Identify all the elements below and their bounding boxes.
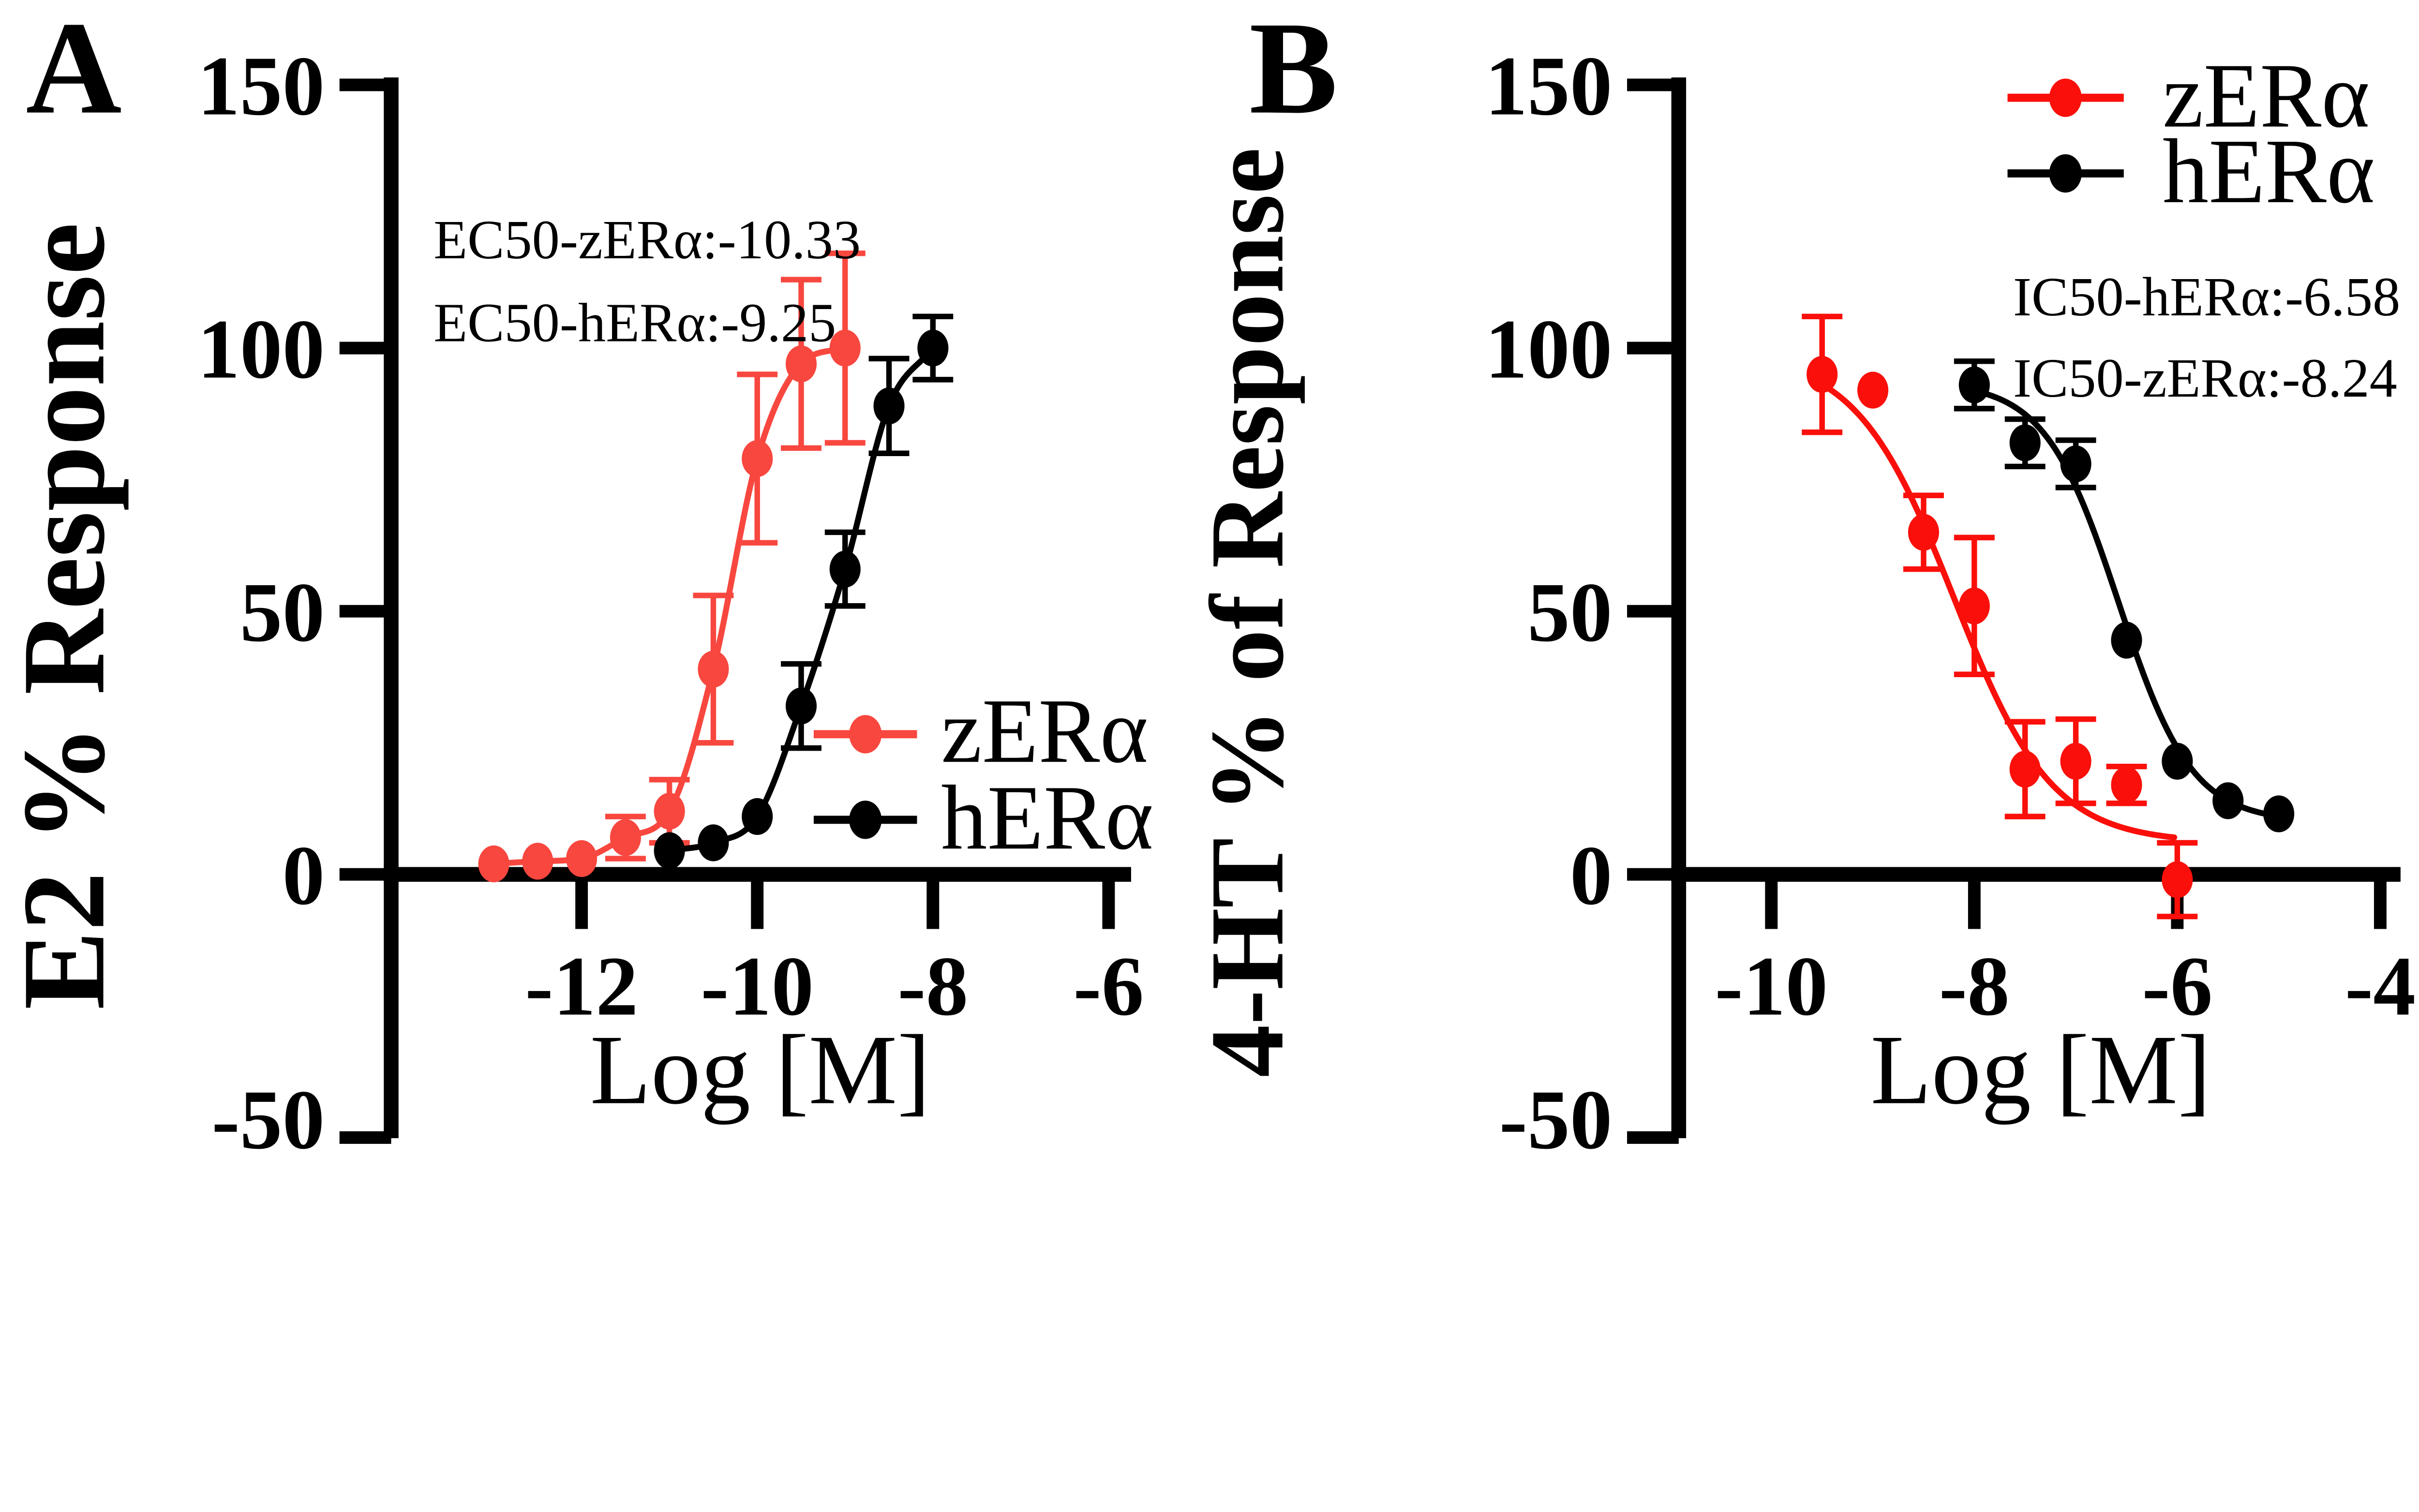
x-tick-label: -4 [2345, 939, 2416, 1033]
data-point [566, 840, 597, 877]
annotation-ec50-her: EC50-hERα:-9.25 [433, 292, 836, 354]
annotation-ic50-her: IC50-hERα:-6.58 [2013, 266, 2400, 327]
data-point [1857, 371, 1889, 409]
y-tick-label: 0 [283, 829, 325, 922]
x-tick-label: -6 [2142, 939, 2212, 1033]
annotation-ec50-zer: EC50-zERα:-10.33 [433, 209, 861, 270]
data-point [2162, 742, 2193, 780]
legend-label-a-zer: zERα [941, 680, 1148, 782]
data-point [2009, 424, 2041, 461]
data-point [917, 329, 949, 367]
data-point [2060, 445, 2091, 483]
data-point [742, 440, 773, 477]
data-point [1958, 366, 1990, 403]
data-point [2212, 782, 2244, 819]
data-point [2009, 751, 2041, 788]
series-hERα [654, 313, 954, 869]
legend-marker [2049, 154, 2082, 193]
y-tick-label: -50 [1499, 1073, 1613, 1154]
y-tick-label: 100 [197, 302, 325, 396]
legend-marker [849, 800, 882, 839]
x-tick-label: -8 [897, 939, 968, 1033]
y-tick-label: 150 [197, 39, 325, 133]
data-point [654, 832, 685, 869]
data-point [1908, 514, 1940, 551]
panel-letter-b: B [1249, 0, 1338, 142]
data-point [2162, 861, 2193, 898]
chart-canvas: 150 100 50 0 -50 -12 -10 -8 -6 150 100 50 0 -50 -10 -8 -… [0, 0, 2416, 1154]
chart-dynamic-layer: 150 100 50 0 -50 -12 -10 -8 -6 150 100 50 0 -50 -10 -8 -… [197, 39, 2416, 1154]
x-axis-title-b: Log [M] [1870, 1014, 2211, 1125]
data-point [1958, 587, 1990, 624]
y-tick-label: 50 [240, 565, 325, 659]
data-point [2111, 622, 2142, 659]
data-point [478, 845, 509, 883]
data-point [1807, 356, 1838, 393]
fit-curve [1811, 377, 2178, 841]
y-tick-label: 50 [1527, 565, 1612, 659]
data-point [873, 387, 905, 425]
legend-label-b-zer: zERα [2163, 45, 2370, 147]
chart-text-layer: A B E2 % Response 4-HT % of Response Log… [0, 0, 2400, 1125]
data-point [2263, 795, 2295, 832]
series-zERα [478, 251, 866, 883]
series-hERα [1954, 358, 2295, 832]
data-point [654, 793, 685, 830]
x-tick-label: -12 [525, 939, 638, 1033]
data-point [785, 345, 817, 383]
legend-marker [849, 715, 882, 754]
y-axis-title-b: 4-HT % of Response [1189, 148, 1306, 1077]
legend-marker [2049, 78, 2082, 117]
legend-label-b-her: hERα [2163, 120, 2375, 222]
panel-letter-a: A [26, 0, 121, 142]
data-point [2060, 742, 2091, 780]
y-tick-label: 150 [1485, 39, 1612, 133]
panel-a: 150 100 50 0 -50 -12 -10 -8 -6 [197, 39, 1144, 1154]
data-point [829, 550, 861, 588]
dose-response-figure: 150 100 50 0 -50 -12 -10 -8 -6 150 100 50 0 -50 -10 -8 -… [0, 0, 2416, 1154]
data-point [2111, 766, 2142, 803]
x-tick-label: -10 [701, 939, 814, 1033]
y-axis-title-a: E2 % Response [0, 222, 129, 1009]
annotation-ic50-zer: IC50-zERα:-8.24 [2013, 347, 2397, 409]
x-tick-label: -8 [1939, 939, 2010, 1033]
x-tick-label: -6 [1073, 939, 1144, 1033]
data-point [829, 329, 861, 367]
x-axis-title-a: Log [M] [590, 1014, 931, 1125]
x-tick-label: -10 [1715, 939, 1828, 1033]
data-point [610, 819, 641, 856]
series-zERα [1802, 313, 2198, 919]
legend-label-a-her: hERα [941, 767, 1153, 869]
data-point [785, 687, 817, 725]
y-tick-label: -50 [211, 1073, 325, 1154]
panel-b: 150 100 50 0 -50 -10 -8 -6 -4 [1485, 39, 2416, 1154]
data-point [698, 824, 729, 861]
data-point [742, 798, 773, 835]
y-tick-label: 100 [1485, 302, 1612, 396]
data-point [522, 843, 553, 880]
y-tick-label: 0 [1570, 829, 1613, 922]
data-point [698, 651, 729, 688]
